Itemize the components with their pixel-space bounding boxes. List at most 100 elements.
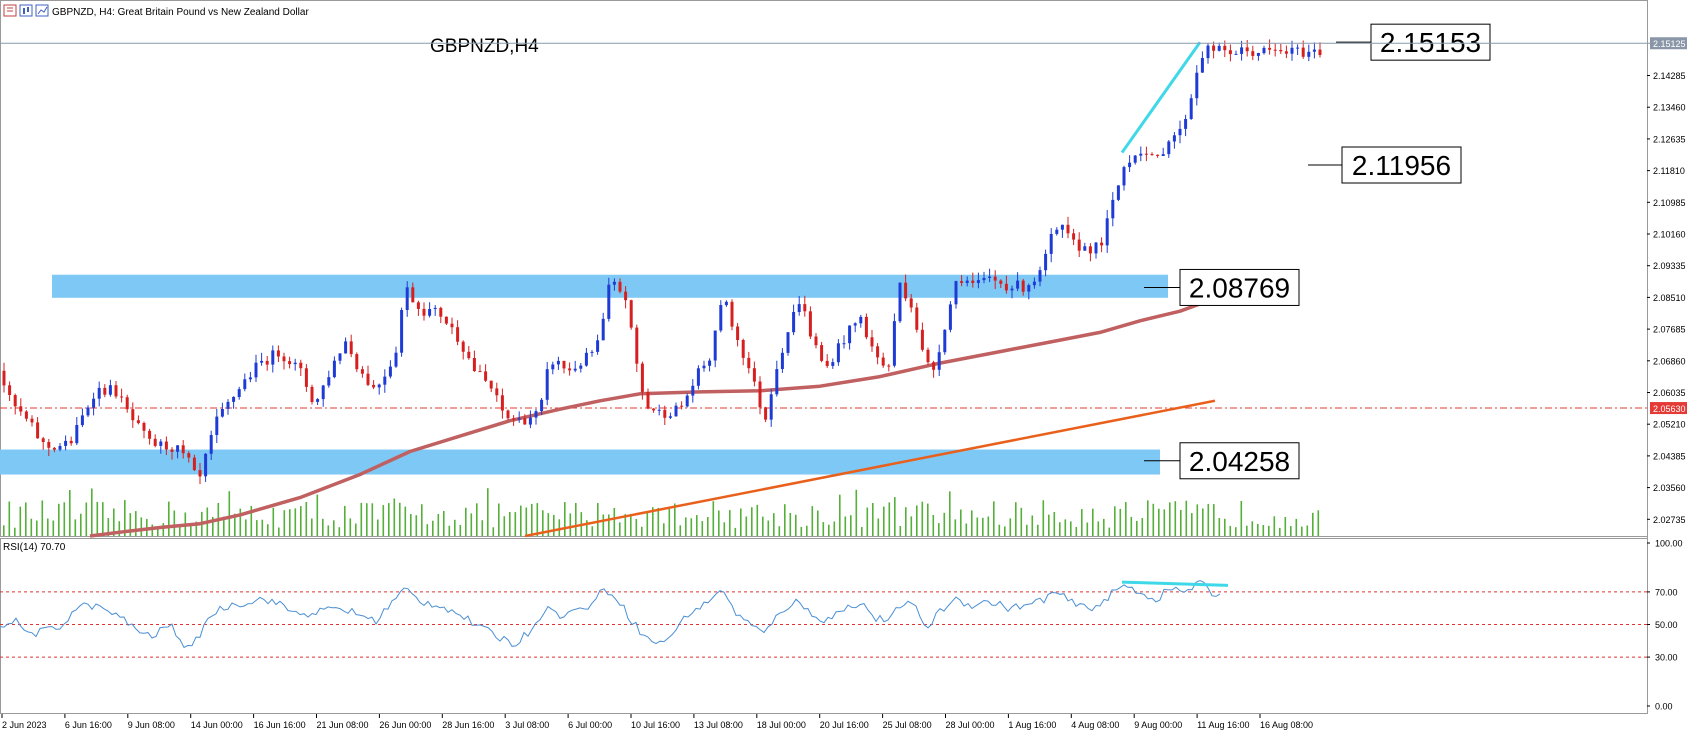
candle-body [1290,47,1294,54]
candle-body [260,360,264,363]
candle-body [1055,229,1059,234]
volume-bar [932,515,935,536]
rsi-highlight-line[interactable] [1121,580,1229,587]
candle-body [948,304,952,330]
candle-body [915,307,919,330]
volume-bar [300,506,302,536]
rsi-highlight-segment[interactable] [1121,580,1229,587]
candle-body [500,395,504,411]
zone-band [0,449,1160,475]
volume-bar [1037,524,1039,536]
volume-bar [267,524,269,536]
candle-body [1133,155,1137,163]
volume-bar [168,501,170,536]
volume-bar [36,520,38,536]
volume-bar [1020,507,1023,536]
volume-bar [965,523,968,536]
volume-bar [283,510,286,536]
volume-bar [1213,504,1215,536]
candle-body [618,281,622,292]
volume-bar [25,502,27,536]
volume-bar [663,523,665,536]
candlesticks [2,39,1322,485]
candle-body [495,388,499,396]
volume-bar [487,488,489,536]
volume-bar [173,510,176,536]
candle-body [607,284,611,319]
candle-body [1049,234,1053,254]
candle-body [400,310,404,353]
candle-body [456,327,460,342]
price-tick-label: 2.08510 [1653,293,1686,303]
volume-bar [817,510,819,536]
volume-bar [723,522,726,536]
candle-body [792,312,796,333]
volume-bar [1125,502,1127,536]
price-tick-label: 2.06035 [1653,388,1686,398]
candle-body [170,449,174,452]
candle-body [114,385,118,397]
volume-bar [718,510,720,536]
volume-bar [1246,525,1248,536]
candle-body [1312,49,1316,52]
candle-body [708,360,712,366]
chart-bars-icon[interactable] [3,4,17,17]
time-tick-label: 9 Aug 00:00 [1134,720,1182,730]
trendline-segment[interactable] [524,399,1216,538]
candle-body [876,346,880,358]
callout-price-label: 2.11956 [1352,150,1451,181]
volume-bar [1004,526,1006,536]
candle-body [960,281,964,283]
candle-body [517,418,521,420]
candle-body [344,341,348,354]
price-tick-label: 2.05210 [1653,420,1686,430]
volume-bar [954,519,957,536]
candle-body [1066,224,1070,234]
volume-bar [586,520,588,536]
volume-bar [668,509,671,536]
volume-bar [899,526,902,536]
candle-body [248,377,252,380]
candle-body [103,387,107,395]
price-tick-label: 2.04385 [1653,451,1686,461]
candle-body [1240,47,1244,54]
candle-body [288,361,292,365]
candle-body [842,343,846,345]
volume-bar [382,505,385,536]
candle-body [131,409,135,421]
volume-bar [459,524,462,536]
volume-bar [767,520,770,536]
highlight-segment[interactable] [1120,41,1202,154]
time-tick-label: 1 Aug 16:00 [1008,720,1056,730]
volume-bar [558,519,561,536]
volume-bar [564,502,566,536]
candle-body [1234,53,1238,55]
candle-body [276,350,280,357]
candle-body [467,351,471,359]
volume-bar [1048,514,1050,536]
volume-bar [69,490,71,536]
volume-bar [272,507,275,536]
rsi-tick-label: 50.00 [1655,620,1678,630]
candle-body [41,438,45,442]
volume-bar [63,502,66,536]
volume-bar [828,524,830,536]
volume-bar [305,502,308,536]
volume-bar [1185,500,1188,536]
volume-bar [591,526,594,536]
volume-bar [674,503,676,536]
candle-body [1116,185,1120,200]
highlight-line[interactable] [1120,41,1202,154]
volume-bar [14,527,16,536]
candle-body [685,395,689,407]
chart-candles-icon[interactable] [19,4,33,17]
candle-body [680,405,684,407]
chart-line-icon[interactable] [35,4,49,17]
candle-body [92,398,96,408]
volume-bar [1290,526,1292,536]
volume-bar [448,525,451,536]
trendline[interactable] [524,399,1216,538]
volume-bar [905,507,907,536]
candle-body [299,362,303,369]
